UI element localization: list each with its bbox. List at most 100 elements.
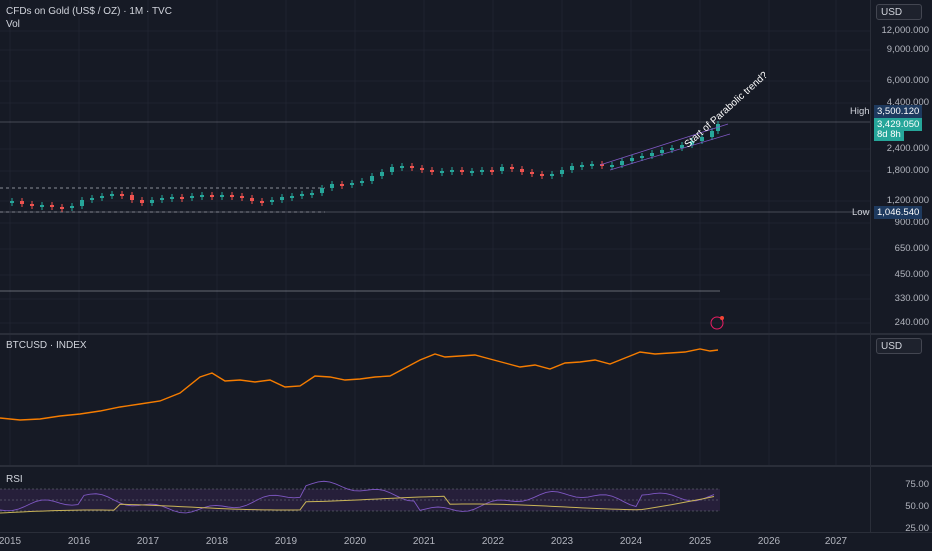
candle-body (140, 200, 144, 203)
year-label: 2016 (67, 536, 91, 547)
candle-body (340, 184, 344, 186)
price-tick: 9,000.000 (886, 44, 929, 55)
candle-body (150, 200, 154, 203)
btcusd-line-chart[interactable] (0, 335, 870, 465)
candle-body (230, 195, 234, 197)
candle-body (240, 196, 244, 198)
candle-body (20, 201, 24, 204)
last-price-tag: 3,429.050 (874, 118, 923, 131)
candle-body (450, 170, 454, 172)
price-tick: 650.000 (894, 243, 929, 254)
candle-body (270, 200, 274, 202)
candle-body (520, 169, 524, 172)
candle-body (500, 167, 504, 171)
candle-body (50, 205, 54, 207)
candle-body (430, 170, 434, 172)
candle-body (80, 200, 84, 206)
candle-body (560, 170, 564, 174)
bar-countdown: 8d 8h (874, 128, 904, 141)
price-tick: 12,000.000 (881, 25, 929, 36)
candle-body (90, 198, 94, 200)
price-axis[interactable]: 12,000.000 9,000.000 6,000.000 4,400.000… (870, 0, 932, 333)
candle-body (100, 196, 104, 198)
candle-body (200, 195, 204, 197)
candle-body (370, 176, 374, 181)
rsi-chart[interactable] (0, 467, 870, 532)
pane-separator[interactable] (0, 333, 932, 335)
rsi-tick: 25.00 (905, 523, 929, 534)
gold-candles-chart[interactable]: Start of Parabolic trend? (0, 0, 870, 333)
price-tick: 1,200.000 (886, 195, 929, 206)
gold-price-panel[interactable]: Start of Parabolic trend? CFDs on Gold (… (0, 0, 870, 333)
year-label: 2015 (0, 536, 22, 547)
candle-body (590, 164, 594, 166)
symbol-title[interactable]: CFDs on Gold (US$ / OZ) · 1M · TVC (6, 6, 172, 17)
candle-body (480, 170, 484, 172)
year-label: 2023 (550, 536, 574, 547)
price-tick: 2,400.000 (886, 143, 929, 154)
candle-body (10, 201, 14, 203)
candle-body (260, 201, 264, 203)
candle-body (630, 158, 634, 161)
candle-body (190, 196, 194, 198)
candle-body (280, 197, 284, 200)
candle-body (30, 204, 34, 206)
low-label: Low (852, 207, 870, 218)
candle-body (70, 206, 74, 208)
year-label: 2025 (688, 536, 712, 547)
pane-separator[interactable] (0, 465, 932, 467)
candle-body (700, 137, 704, 141)
year-label: 2017 (136, 536, 160, 547)
low-price-tag: 1,046.540 (874, 206, 923, 219)
btcusd-panel[interactable]: BTCUSD · INDEX (0, 335, 870, 465)
price-tick: 1,800.000 (886, 165, 929, 176)
candle-body (210, 195, 214, 197)
candle-body (660, 150, 664, 153)
annotation-text: Start of Parabolic trend? (683, 70, 771, 151)
rsi-title[interactable]: RSI (6, 474, 23, 485)
candle-body (550, 174, 554, 176)
candle-body (600, 164, 604, 166)
candle-body (670, 148, 674, 150)
rsi-panel[interactable]: RSI (0, 467, 870, 532)
volume-indicator-label[interactable]: Vol (6, 19, 20, 30)
price-tick: 330.000 (894, 293, 929, 304)
price-tick: 4,400.000 (886, 97, 929, 108)
candle-body (120, 194, 124, 196)
candle-body (130, 195, 134, 200)
candle-body (390, 167, 394, 172)
candle-body (350, 183, 354, 185)
candle-body (510, 167, 514, 169)
time-axis[interactable]: 2015 2016 2017 2018 2019 2020 2021 2022 … (0, 532, 932, 551)
btc-currency-button[interactable]: USD (876, 338, 922, 354)
alert-dot-icon (720, 316, 724, 320)
btc-line (0, 348, 719, 421)
currency-button[interactable]: USD (876, 4, 922, 20)
price-tick: 240.000 (894, 317, 929, 328)
candle-body (640, 156, 644, 158)
price-tick: 900.000 (894, 217, 929, 228)
candle-body (330, 184, 334, 188)
year-label: 2024 (619, 536, 643, 547)
candle-body (610, 165, 614, 167)
price-tick: 450.000 (894, 269, 929, 280)
btcusd-title[interactable]: BTCUSD · INDEX (6, 340, 87, 351)
candle-body (420, 168, 424, 170)
candle-body (180, 197, 184, 199)
high-label: High (850, 106, 870, 117)
rsi-axis[interactable]: 75.00 50.00 25.00 (870, 467, 932, 534)
rsi-tick: 75.00 (905, 479, 929, 490)
candle-body (170, 197, 174, 199)
candle-body (250, 198, 254, 201)
btc-price-axis[interactable] (870, 335, 932, 465)
year-label: 2020 (343, 536, 367, 547)
candle-body (60, 207, 64, 209)
candle-body (680, 145, 684, 148)
candle-body (530, 172, 534, 174)
candle-body (490, 170, 494, 172)
candle-body (290, 196, 294, 198)
candle-body (380, 172, 384, 176)
candle-body (160, 198, 164, 200)
candle-body (400, 166, 404, 168)
rsi-ma-line (0, 495, 715, 514)
